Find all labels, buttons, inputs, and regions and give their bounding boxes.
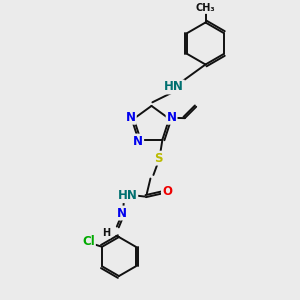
Text: N: N [167,111,177,124]
Text: HN: HN [164,80,184,94]
Text: S: S [154,152,163,165]
Text: H: H [102,227,110,238]
Text: O: O [162,185,172,198]
Text: N: N [133,134,143,148]
Text: N: N [117,206,127,220]
Text: Cl: Cl [82,235,95,248]
Text: N: N [126,111,136,124]
Text: HN: HN [117,189,137,202]
Text: CH₃: CH₃ [196,3,215,13]
